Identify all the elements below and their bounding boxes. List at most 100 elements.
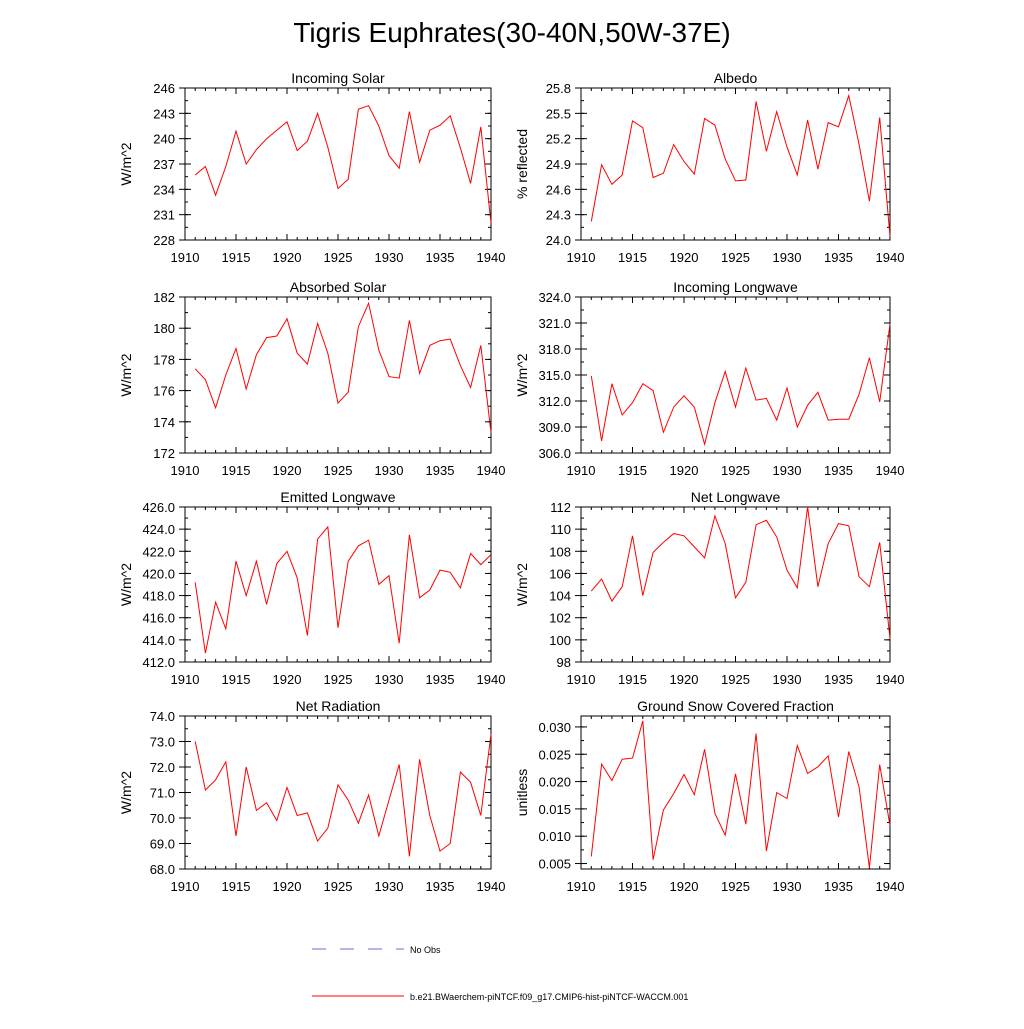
y-tick-label: 422.0	[142, 544, 175, 559]
x-tick-label: 1920	[670, 879, 699, 894]
y-tick-label: 68.0	[150, 862, 175, 877]
y-tick-label: 24.0	[546, 233, 571, 248]
series-line	[194, 733, 492, 857]
y-tick-label: 246	[153, 81, 175, 96]
x-tick-label: 1910	[171, 250, 200, 265]
series-line	[590, 506, 891, 639]
x-tick-label: 1930	[773, 250, 802, 265]
x-tick-label: 1940	[477, 879, 506, 894]
x-tick-label: 1935	[824, 672, 853, 687]
panel-title: Incoming Longwave	[673, 279, 798, 295]
y-tick-label: 243	[153, 106, 175, 121]
y-tick-label: 0.020	[538, 775, 571, 790]
y-tick-label: 174	[153, 415, 175, 430]
legend-obs-label: No Obs	[410, 945, 441, 955]
series-line	[590, 323, 891, 447]
x-tick-label: 1930	[375, 672, 404, 687]
x-tick-label: 1935	[824, 463, 853, 478]
panel-title: Net Radiation	[296, 698, 381, 714]
panel-2: Albedo % reflected 1910 1915 1920 1925 1930 193…	[514, 70, 904, 265]
x-tick-label: 1915	[618, 463, 647, 478]
panel-title: Net Longwave	[691, 489, 781, 505]
plot-frame	[184, 296, 492, 454]
y-tick-label: 237	[153, 157, 175, 172]
y-tick-label: 231	[153, 208, 175, 223]
panel-title: Incoming Solar	[291, 70, 385, 86]
y-tick-label: 106	[549, 566, 571, 581]
y-tick-label: 71.0	[150, 786, 175, 801]
y-axis-label: W/m^2	[514, 563, 530, 606]
y-tick-label: 25.8	[546, 81, 571, 96]
x-tick-label: 1920	[670, 250, 699, 265]
plot-frame	[184, 87, 492, 241]
y-tick-label: 228	[153, 233, 175, 248]
x-tick-label: 1910	[567, 879, 596, 894]
panel-7: Net Radiation W/m^2 1910 1915 1920 1925 1930 19…	[118, 698, 505, 894]
y-axis-label: W/m^2	[118, 563, 134, 606]
legend-model-label: b.e21.BWaerchem-piNTCF.f09_g17.CMIP6-his…	[410, 992, 688, 1002]
x-tick-label: 1910	[567, 463, 596, 478]
series-line	[194, 105, 492, 224]
panel-title: Emitted Longwave	[280, 489, 395, 505]
y-tick-label: 112	[550, 500, 571, 515]
panel-6: Net Longwave W/m^2 1910 1915 1920 1925 1930 193…	[514, 489, 904, 687]
plot-frame	[184, 715, 492, 870]
series-line	[194, 525, 492, 654]
y-tick-label: 74.0	[150, 709, 175, 724]
panel-1: Incoming Solar W/m^2 1910 1915 1920 1925 1930 1…	[118, 70, 505, 265]
x-tick-label: 1940	[876, 672, 905, 687]
panel-title: Absorbed Solar	[290, 279, 387, 295]
plot-frame	[184, 506, 492, 663]
x-tick-label: 1910	[171, 463, 200, 478]
x-tick-label: 1915	[222, 250, 251, 265]
y-tick-label: 412.0	[142, 655, 175, 670]
panel-4: Incoming Longwave W/m^2 1910 1915 1920 1925 19…	[514, 279, 904, 478]
x-tick-label: 1930	[375, 463, 404, 478]
y-tick-label: 24.3	[546, 208, 571, 223]
x-tick-label: 1910	[171, 879, 200, 894]
y-tick-label: 98	[557, 655, 571, 670]
y-tick-label: 324.0	[538, 290, 571, 305]
x-tick-label: 1940	[477, 672, 506, 687]
series-line	[194, 301, 492, 433]
x-tick-label: 1915	[618, 250, 647, 265]
series-line	[590, 93, 891, 237]
y-tick-label: 312.0	[538, 394, 571, 409]
x-tick-label: 1925	[721, 250, 750, 265]
y-tick-label: 110	[550, 522, 571, 537]
x-tick-label: 1910	[171, 672, 200, 687]
x-tick-label: 1925	[324, 250, 353, 265]
x-tick-label: 1935	[426, 879, 455, 894]
x-tick-label: 1915	[618, 879, 647, 894]
y-axis-label: W/m^2	[118, 142, 134, 185]
y-tick-label: 69.0	[150, 837, 175, 852]
x-tick-label: 1940	[876, 879, 905, 894]
y-tick-label: 72.0	[150, 760, 175, 775]
x-tick-label: 1925	[324, 879, 353, 894]
y-tick-label: 182	[153, 290, 175, 305]
x-tick-label: 1930	[375, 879, 404, 894]
y-tick-label: 24.6	[546, 182, 571, 197]
x-tick-label: 1935	[426, 250, 455, 265]
y-tick-label: 306.0	[538, 446, 571, 461]
x-tick-label: 1910	[567, 672, 596, 687]
x-tick-label: 1915	[222, 879, 251, 894]
x-tick-label: 1930	[773, 879, 802, 894]
x-tick-label: 1915	[222, 463, 251, 478]
panel-title: Ground Snow Covered Fraction	[637, 698, 834, 714]
y-tick-label: 180	[153, 321, 175, 336]
x-tick-label: 1920	[670, 672, 699, 687]
y-tick-label: 0.005	[538, 857, 571, 872]
y-tick-label: 0.030	[538, 720, 571, 735]
plot-frame	[580, 506, 891, 663]
y-tick-label: 172	[153, 446, 175, 461]
y-axis-label: % reflected	[514, 129, 530, 199]
y-tick-label: 0.010	[538, 829, 571, 844]
x-tick-label: 1925	[721, 672, 750, 687]
y-tick-label: 73.0	[150, 735, 175, 750]
y-tick-label: 234	[153, 182, 175, 197]
y-tick-label: 309.0	[538, 420, 571, 435]
panel-3: Absorbed Solar W/m^2 1910 1915 1920 1925 1930 1…	[118, 279, 505, 478]
